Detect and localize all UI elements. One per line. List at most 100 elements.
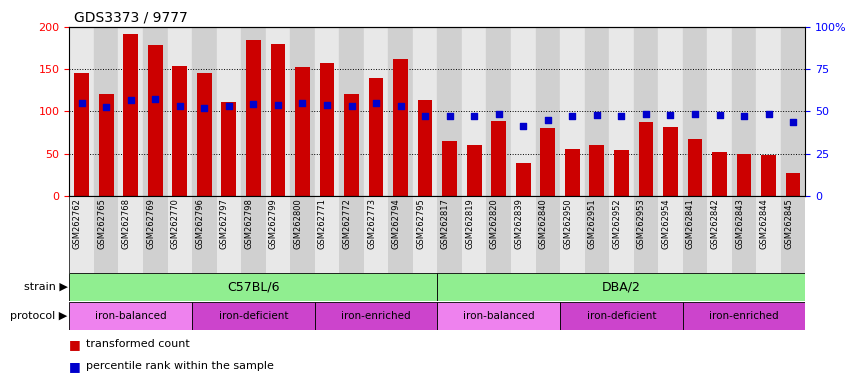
Text: GSM262843: GSM262843 (735, 198, 744, 249)
Bar (683, 302, 805, 329)
Bar (241, 196, 266, 273)
Text: GSM262817: GSM262817 (441, 198, 449, 249)
Bar (241, 27, 266, 196)
Point (737, 113, 750, 119)
Point (712, 112, 726, 118)
Bar (663, 127, 678, 196)
Bar (388, 27, 413, 196)
Bar (560, 302, 683, 329)
Point (74, 100, 88, 106)
Text: GSM262820: GSM262820 (490, 198, 498, 249)
Bar (413, 27, 437, 196)
Bar (756, 196, 781, 273)
Bar (266, 27, 290, 196)
Bar (192, 196, 217, 273)
Text: GSM262772: GSM262772 (343, 198, 351, 249)
Bar (192, 302, 315, 329)
Bar (222, 102, 236, 196)
Bar (344, 94, 359, 196)
Text: GSM262770: GSM262770 (171, 198, 179, 249)
Bar (418, 100, 432, 196)
Bar (437, 196, 462, 273)
Point (222, 103, 235, 109)
Bar (69, 302, 192, 329)
Text: iron-deficient: iron-deficient (218, 311, 288, 321)
Bar (413, 196, 437, 273)
Bar (99, 94, 113, 196)
Bar (266, 196, 290, 273)
Bar (614, 150, 629, 196)
Text: percentile rank within the sample: percentile rank within the sample (86, 361, 274, 371)
Bar (707, 196, 732, 273)
Bar (486, 196, 511, 273)
Bar (786, 173, 800, 196)
Point (344, 103, 358, 109)
Text: GSM262952: GSM262952 (613, 198, 621, 249)
Bar (197, 73, 212, 196)
Bar (492, 121, 506, 196)
Bar (442, 141, 457, 196)
Point (688, 111, 701, 117)
Bar (516, 163, 530, 196)
Bar (560, 27, 585, 196)
Bar (94, 27, 118, 196)
Text: GSM262796: GSM262796 (195, 198, 204, 249)
Bar (732, 27, 756, 196)
Point (99, 104, 113, 110)
Point (320, 101, 333, 108)
Text: protocol ▶: protocol ▶ (10, 311, 68, 321)
Point (639, 111, 652, 117)
Point (761, 111, 775, 117)
Point (124, 97, 137, 103)
Point (246, 101, 260, 107)
Point (271, 101, 284, 108)
Bar (168, 196, 192, 273)
Bar (658, 196, 683, 273)
Point (786, 119, 799, 126)
Bar (634, 27, 658, 196)
Bar (69, 196, 805, 273)
Point (541, 117, 554, 123)
Text: GSM262799: GSM262799 (269, 198, 277, 249)
Text: ■: ■ (69, 360, 81, 373)
Bar (756, 27, 781, 196)
Point (590, 112, 603, 118)
Point (663, 112, 677, 118)
Point (197, 105, 211, 111)
Text: iron-deficient: iron-deficient (586, 311, 656, 321)
Text: GSM262954: GSM262954 (662, 198, 670, 249)
Bar (192, 27, 217, 196)
Bar (94, 196, 118, 273)
Bar (74, 73, 89, 196)
Bar (781, 27, 805, 196)
Bar (609, 196, 634, 273)
Text: DBA/2: DBA/2 (602, 281, 640, 293)
Point (442, 113, 456, 119)
Bar (173, 66, 187, 196)
Bar (658, 27, 683, 196)
Text: GSM262839: GSM262839 (514, 198, 523, 249)
Bar (585, 196, 609, 273)
Bar (148, 45, 162, 196)
Bar (683, 196, 707, 273)
Text: C57BL/6: C57BL/6 (227, 281, 280, 293)
Bar (118, 196, 143, 273)
Text: GSM262841: GSM262841 (686, 198, 695, 249)
Bar (369, 78, 383, 196)
Bar (290, 27, 315, 196)
Bar (364, 196, 388, 273)
Text: GSM262797: GSM262797 (220, 198, 228, 249)
Bar (683, 27, 707, 196)
Text: GSM262773: GSM262773 (367, 198, 376, 249)
Bar (124, 34, 138, 196)
Text: GSM262769: GSM262769 (146, 198, 155, 249)
Bar (609, 27, 634, 196)
Text: GSM262845: GSM262845 (784, 198, 793, 249)
Bar (315, 27, 339, 196)
Bar (639, 122, 653, 196)
Text: GSM262765: GSM262765 (97, 198, 106, 249)
Bar (69, 196, 94, 273)
Bar (364, 27, 388, 196)
Bar (467, 145, 481, 196)
Bar (246, 40, 261, 196)
